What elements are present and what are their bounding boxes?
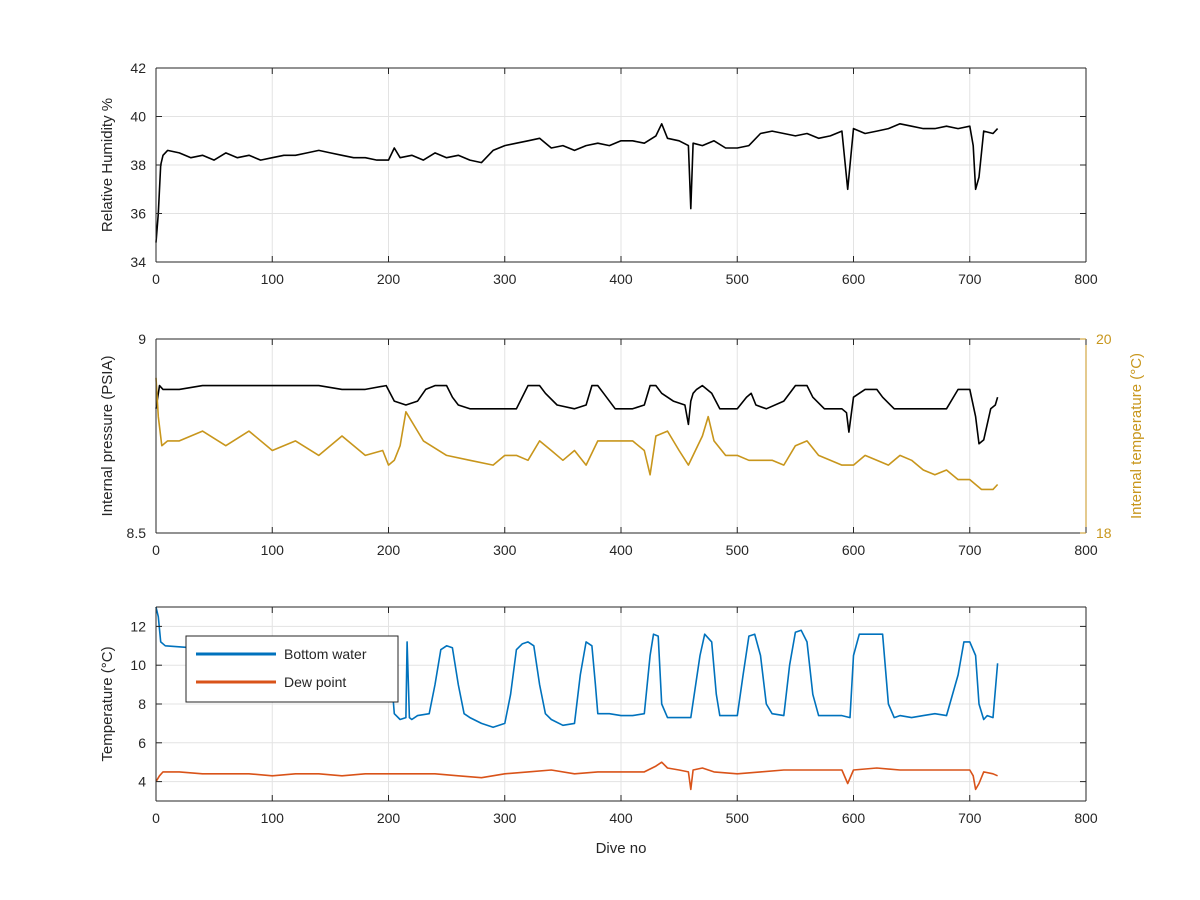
series-line-1	[155, 384, 999, 445]
x-tick-label: 700	[958, 271, 982, 287]
chart-1: 0 100 200 300 400 500 600 700 800 34 36 38 40 42 Relat…	[99, 60, 1098, 287]
x-tick-label: 300	[493, 271, 517, 287]
x-tick-label: 100	[261, 271, 285, 287]
x-tick-label: 300	[493, 542, 517, 558]
x-tick-label: 600	[842, 542, 866, 558]
y-tick-label: 34	[130, 254, 146, 270]
x-tick-label: 400	[609, 810, 633, 826]
x-tick-label: 300	[493, 810, 517, 826]
series-line-1	[155, 123, 999, 243]
x-tick-label: 0	[152, 542, 160, 558]
x-tick-label: 200	[377, 271, 401, 287]
x-tick-label: 400	[609, 271, 633, 287]
legend: Bottom water Dew point	[185, 635, 399, 703]
y-axis-label: Internal pressure (PSIA)	[99, 356, 116, 517]
y-tick-label: 40	[130, 109, 146, 125]
series-line-dew-point	[155, 761, 998, 791]
y-tick-label: 36	[130, 206, 146, 222]
y2-tick-label: 20	[1096, 331, 1112, 347]
series-line-2	[155, 377, 999, 491]
x-tick-label: 500	[726, 810, 750, 826]
x-tick-label: 800	[1074, 542, 1098, 558]
x-tick-label: 800	[1074, 271, 1098, 287]
y-tick-label: 8.5	[127, 525, 147, 541]
chart-2: 0 100 200 300 400 500 600 700 800 8.5 9 18 20 Interna…	[99, 331, 1145, 558]
chart-3: 0 100 200 300 400 500 600 700 800 4 6 8 10 12 Temperat…	[99, 606, 1098, 857]
y-tick-label: 12	[130, 618, 146, 634]
x-tick-label: 200	[377, 542, 401, 558]
y-axis-label: Temperature (°C)	[99, 646, 116, 761]
series-line-bottom-water	[155, 606, 999, 729]
x-tick-label: 200	[377, 810, 401, 826]
y-tick-label: 9	[138, 331, 146, 347]
x-tick-label: 400	[609, 542, 633, 558]
x-tick-label: 100	[261, 542, 285, 558]
x-tick-label: 0	[152, 271, 160, 287]
x-tick-label: 600	[842, 271, 866, 287]
y-tick-label: 4	[138, 774, 146, 790]
x-tick-label: 100	[261, 810, 285, 826]
y-tick-label: 38	[130, 157, 146, 173]
y-tick-label: 6	[138, 735, 146, 751]
x-tick-label: 700	[958, 810, 982, 826]
x-tick-label: 0	[152, 810, 160, 826]
x-tick-label: 800	[1074, 810, 1098, 826]
legend-box	[185, 635, 399, 703]
x-tick-label: 500	[726, 542, 750, 558]
x-axis-label: Dive no	[596, 840, 647, 857]
y2-axis-label: Internal temperature (°C)	[1128, 353, 1145, 519]
x-tick-label: 500	[726, 271, 750, 287]
x-tick-label: 600	[842, 810, 866, 826]
y-tick-label: 8	[138, 696, 146, 712]
x-tick-label: 700	[958, 542, 982, 558]
y-tick-label: 42	[130, 60, 146, 76]
y-tick-label: 10	[130, 657, 146, 673]
legend-label: Dew point	[284, 674, 346, 690]
y-axis-label: Relative Humidity %	[99, 98, 116, 232]
legend-label: Bottom water	[284, 646, 367, 662]
y2-tick-label: 18	[1096, 525, 1112, 541]
